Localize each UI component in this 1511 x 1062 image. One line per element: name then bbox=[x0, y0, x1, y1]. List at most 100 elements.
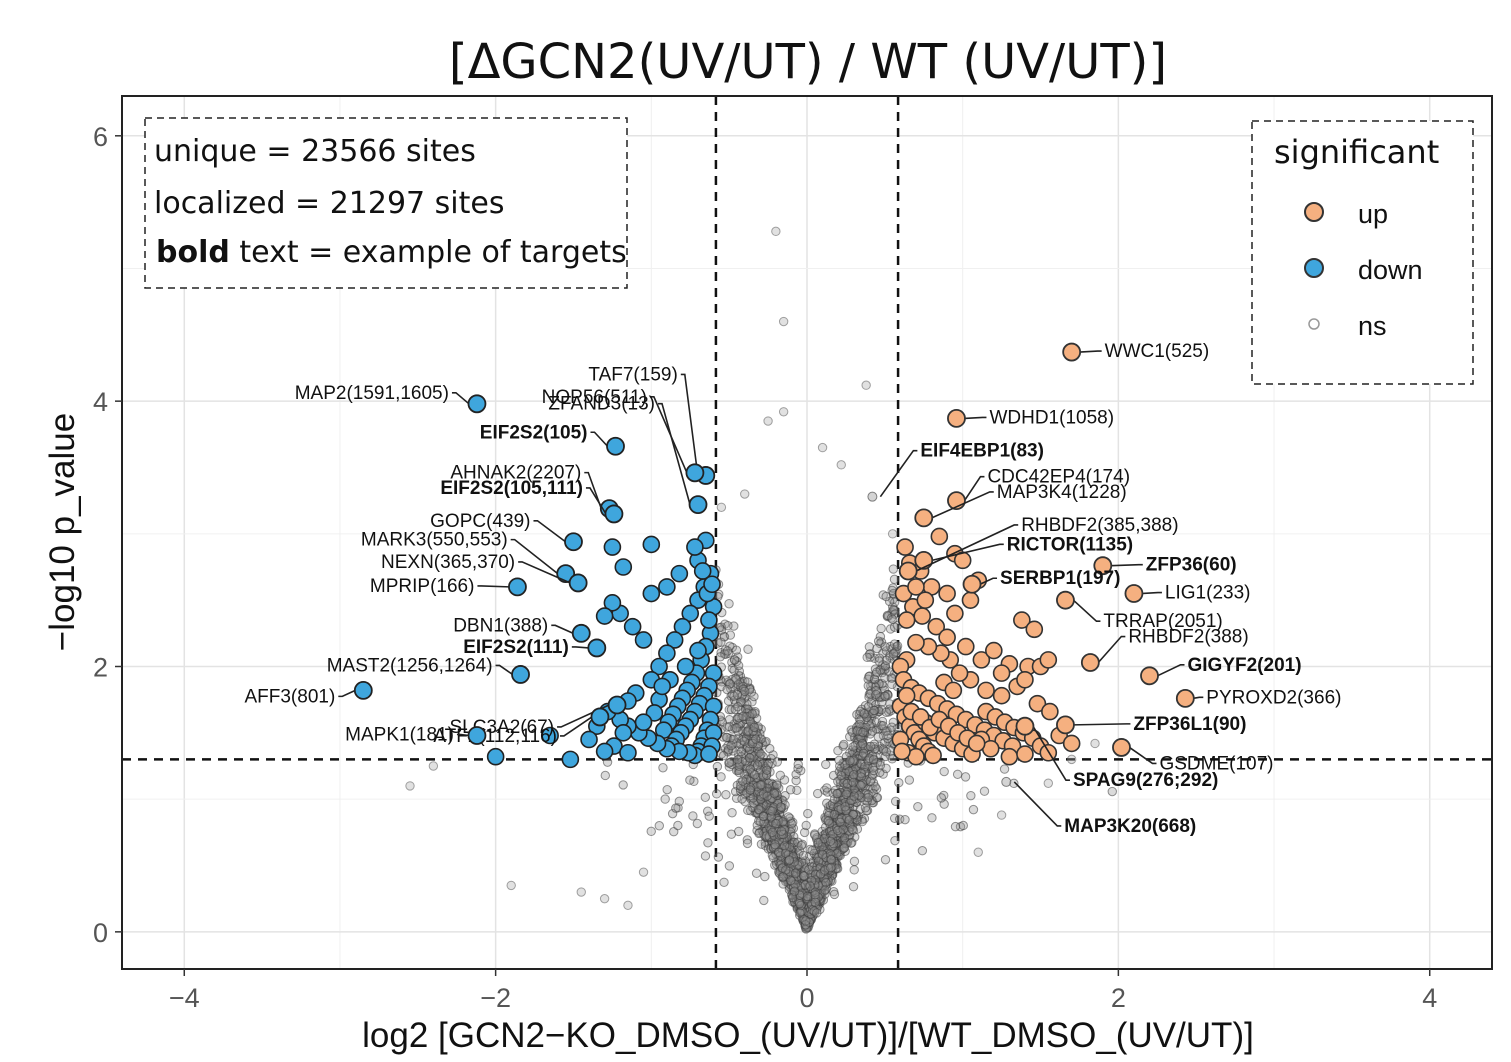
point-label: MAP2(1591,1605) bbox=[295, 383, 449, 404]
ns-point bbox=[771, 226, 781, 237]
ns-point bbox=[755, 780, 766, 790]
down-point bbox=[580, 730, 598, 749]
ns-point bbox=[1107, 786, 1117, 797]
point-label: MAP3K20(668) bbox=[1064, 816, 1196, 837]
legend-label-ns: ns bbox=[1358, 311, 1387, 341]
ns-point bbox=[1043, 778, 1054, 788]
ns-point bbox=[713, 852, 724, 862]
ns-point bbox=[887, 722, 897, 732]
ns-point bbox=[685, 775, 695, 785]
ns-point bbox=[775, 770, 785, 780]
ns-point bbox=[726, 740, 736, 751]
labeled-up-point bbox=[1056, 715, 1075, 735]
ns-point bbox=[822, 783, 832, 793]
ns-point bbox=[840, 833, 850, 843]
annotation-line-localized: localized = 21297 sites bbox=[154, 186, 504, 221]
y-tick-label: 0 bbox=[93, 918, 108, 948]
ns-point bbox=[576, 887, 586, 897]
down-point bbox=[653, 677, 672, 696]
ns-point bbox=[883, 730, 893, 741]
ns-point bbox=[721, 732, 732, 743]
ns-point bbox=[807, 845, 817, 856]
ns-point bbox=[878, 721, 888, 731]
x-tick-label: 4 bbox=[1422, 983, 1437, 1013]
ns-point bbox=[751, 734, 761, 744]
ns-point bbox=[786, 819, 797, 829]
labeled-down-point bbox=[508, 577, 527, 597]
ns-point bbox=[763, 416, 773, 426]
point-label: MPRIP(166) bbox=[370, 576, 475, 597]
ns-point bbox=[1066, 754, 1077, 765]
ns-point bbox=[876, 623, 886, 634]
ns-point bbox=[723, 621, 733, 631]
ns-point bbox=[751, 868, 762, 878]
ns-point bbox=[785, 785, 796, 795]
ns-point bbox=[823, 816, 834, 826]
ns-point bbox=[742, 835, 753, 845]
ns-point bbox=[790, 868, 801, 878]
ns-point bbox=[738, 776, 748, 786]
ns-point bbox=[880, 691, 890, 701]
point-label: SPAG9(276;292) bbox=[1073, 770, 1218, 791]
labeled-up-point bbox=[1112, 738, 1131, 757]
ns-point bbox=[889, 622, 900, 632]
ns-point bbox=[817, 442, 828, 453]
bold-word: bold bbox=[156, 235, 230, 270]
ns-point bbox=[874, 656, 884, 666]
ns-point bbox=[801, 820, 811, 831]
y-tick-label: 4 bbox=[93, 387, 108, 417]
up-point bbox=[977, 681, 995, 700]
ns-point bbox=[662, 784, 672, 795]
ns-point bbox=[834, 755, 844, 766]
ns-point bbox=[881, 747, 891, 757]
legend-label-down: down bbox=[1358, 255, 1423, 285]
ns-point bbox=[913, 801, 923, 812]
point-label: WDHD1(1058) bbox=[989, 407, 1114, 428]
labeled-down-point bbox=[564, 532, 583, 552]
ns-point bbox=[724, 861, 735, 871]
x-tick-label: −2 bbox=[480, 983, 511, 1013]
ns-point bbox=[960, 772, 971, 782]
labeled-down-point bbox=[587, 638, 607, 658]
ns-point bbox=[700, 792, 711, 803]
x-axis-label: log2 [GCN2−KO_DMSO_(UV/UT)]/[WT_DMSO_(UV… bbox=[362, 1016, 1254, 1055]
ns-point bbox=[880, 855, 891, 865]
down-point bbox=[486, 747, 505, 766]
down-point bbox=[619, 743, 637, 762]
ns-point bbox=[671, 803, 681, 813]
ns-point bbox=[839, 842, 850, 853]
down-point bbox=[634, 631, 653, 649]
ns-point bbox=[623, 900, 633, 911]
bold-explanation: text = example of targets bbox=[230, 235, 627, 270]
ns-point bbox=[889, 574, 900, 585]
ns-point bbox=[826, 855, 836, 865]
up-point bbox=[1016, 670, 1034, 689]
ns-point bbox=[721, 789, 731, 800]
up-point bbox=[897, 611, 916, 629]
ns-point bbox=[952, 769, 963, 780]
point-label: WWC1(525) bbox=[1105, 341, 1210, 362]
point-label: RICTOR(1135) bbox=[1007, 534, 1133, 555]
legend: significant up down ns bbox=[1251, 120, 1474, 385]
ns-point bbox=[756, 749, 766, 759]
labeled-down-point bbox=[467, 394, 487, 414]
ns-point bbox=[731, 645, 742, 655]
labeled-down-point bbox=[467, 726, 487, 745]
ns-point bbox=[658, 763, 668, 773]
chart-title: [ΔGCN2(UV/UT) / WT (UV/UT)] bbox=[449, 34, 1167, 90]
ns-point bbox=[719, 877, 729, 887]
point-label: AFF3(801) bbox=[244, 686, 335, 707]
labeled-up-point bbox=[1015, 716, 1035, 736]
ns-point bbox=[881, 707, 891, 717]
ns-point bbox=[778, 407, 789, 417]
ns-point bbox=[863, 792, 873, 803]
ns-point bbox=[927, 813, 937, 823]
up-point bbox=[1039, 651, 1058, 669]
labeled-down-point bbox=[590, 707, 610, 727]
labeled-down-point bbox=[606, 436, 625, 456]
up-point bbox=[1062, 734, 1081, 753]
ns-point bbox=[858, 727, 868, 738]
annotation-box: unique = 23566 sites localized = 21297 s… bbox=[144, 117, 628, 289]
up-point bbox=[913, 607, 932, 625]
point-label: LIG1(233) bbox=[1165, 583, 1251, 604]
